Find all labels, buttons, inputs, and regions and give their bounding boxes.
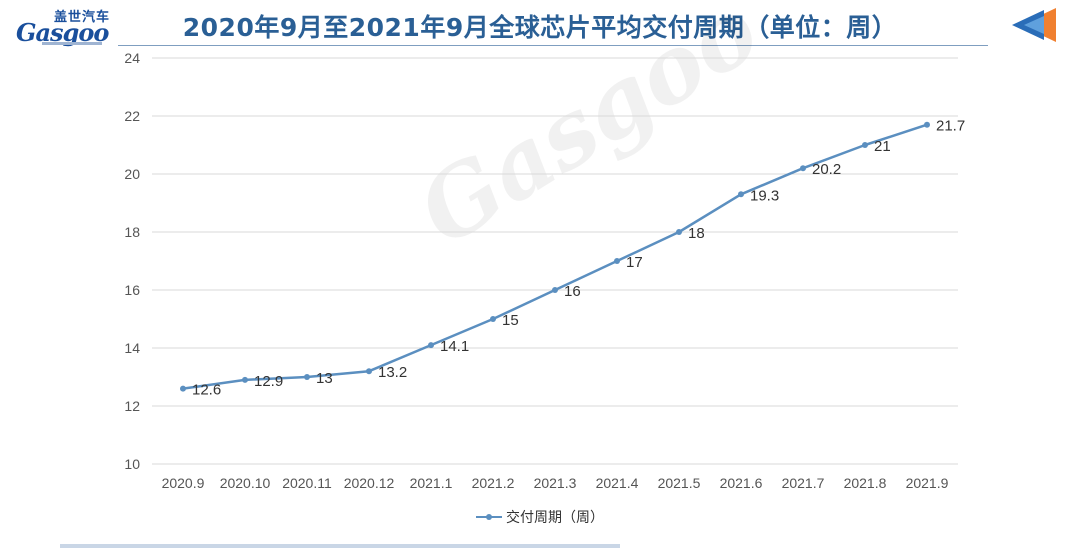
x-tick-label: 2021.2 bbox=[472, 475, 515, 491]
data-point bbox=[552, 287, 558, 293]
x-tick-label: 2021.4 bbox=[596, 475, 639, 491]
data-point bbox=[366, 368, 372, 375]
data-label: 17 bbox=[626, 254, 643, 271]
data-label: 14.1 bbox=[440, 338, 469, 355]
data-label: 20.2 bbox=[812, 161, 841, 178]
logo-underline bbox=[42, 42, 102, 45]
x-tick-label: 2020.10 bbox=[220, 475, 271, 491]
x-tick-label: 2021.6 bbox=[720, 475, 763, 491]
legend-label: 交付周期（周） bbox=[506, 510, 604, 526]
data-point bbox=[490, 316, 496, 322]
x-tick-label: 2021.7 bbox=[782, 475, 825, 491]
data-label: 16 bbox=[564, 283, 581, 300]
data-label: 13.2 bbox=[378, 364, 407, 381]
y-tick-label: 16 bbox=[124, 282, 140, 298]
data-point bbox=[676, 229, 682, 235]
legend-line-marker bbox=[476, 514, 502, 520]
gasgoo-logo: 盖世汽车 Gasgoo bbox=[14, 6, 114, 48]
data-label: 15 bbox=[502, 312, 519, 329]
title-divider bbox=[118, 45, 988, 46]
y-tick-label: 22 bbox=[124, 108, 140, 124]
data-point bbox=[614, 258, 620, 264]
x-tick-label: 2020.9 bbox=[162, 475, 205, 491]
y-tick-label: 12 bbox=[124, 398, 140, 414]
page-title: 2020年9月至2021年9月全球芯片平均交付周期（单位：周） bbox=[182, 13, 898, 42]
data-point bbox=[242, 376, 248, 383]
y-tick-label: 10 bbox=[124, 456, 140, 472]
data-label: 21 bbox=[874, 138, 891, 155]
data-point bbox=[738, 191, 744, 198]
x-tick-label: 2020.11 bbox=[282, 475, 332, 491]
y-tick-label: 18 bbox=[124, 224, 140, 240]
x-tick-label: 2021.3 bbox=[534, 475, 577, 491]
chart-legend: 交付周期（周） bbox=[476, 507, 604, 527]
y-tick-label: 24 bbox=[124, 50, 140, 66]
data-label: 12.6 bbox=[192, 382, 221, 399]
logo-cn-text: 盖世汽车 bbox=[54, 10, 111, 25]
x-tick-label: 2021.8 bbox=[844, 475, 887, 491]
x-tick-label: 2020.12 bbox=[344, 475, 395, 491]
data-label: 19.3 bbox=[750, 187, 779, 204]
data-label: 18 bbox=[688, 225, 705, 242]
y-tick-label: 20 bbox=[124, 166, 140, 182]
data-point bbox=[428, 342, 434, 349]
data-label: 12.9 bbox=[254, 373, 283, 390]
data-point bbox=[180, 385, 186, 392]
data-label: 21.7 bbox=[936, 118, 965, 135]
data-point bbox=[924, 121, 930, 128]
y-tick-label: 14 bbox=[124, 340, 140, 356]
x-tick-label: 2021.9 bbox=[906, 475, 949, 491]
footer-bar bbox=[60, 544, 620, 548]
back-arrow-icon[interactable] bbox=[1008, 4, 1058, 46]
x-tick-label: 2021.5 bbox=[658, 475, 701, 491]
data-point bbox=[862, 142, 868, 148]
data-label: 13 bbox=[316, 370, 333, 387]
data-point bbox=[304, 374, 310, 380]
x-tick-label: 2021.1 bbox=[410, 475, 453, 491]
data-point bbox=[800, 165, 806, 172]
